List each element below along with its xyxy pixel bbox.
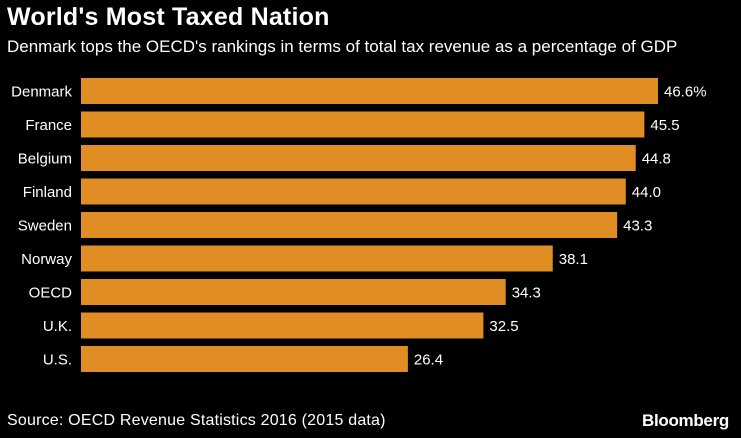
category-label-u-k: U.K. bbox=[43, 318, 72, 335]
bar-belgium bbox=[81, 145, 636, 171]
chart-title: World's Most Taxed Nation bbox=[7, 3, 330, 31]
bar-france bbox=[81, 111, 645, 138]
bar-oecd bbox=[81, 279, 506, 305]
bar-norway bbox=[81, 245, 553, 272]
category-label-france: France bbox=[25, 117, 72, 134]
category-label-belgium: Belgium bbox=[18, 151, 72, 168]
value-label-oecd: 34.3 bbox=[512, 285, 541, 302]
category-label-finland: Finland bbox=[23, 184, 72, 201]
bar-finland bbox=[81, 178, 626, 205]
value-label-sweden: 43.3 bbox=[623, 218, 652, 235]
category-label-denmark: Denmark bbox=[11, 84, 72, 101]
category-label-oecd: OECD bbox=[29, 285, 73, 302]
category-label-sweden: Sweden bbox=[18, 218, 72, 235]
value-label-u-s: 26.4 bbox=[414, 352, 443, 369]
value-label-belgium: 44.8 bbox=[642, 151, 671, 168]
value-label-u-k: 32.5 bbox=[489, 318, 518, 335]
value-label-norway: 38.1 bbox=[559, 251, 588, 268]
value-label-france: 45.5 bbox=[650, 117, 679, 134]
value-label-finland: 44.0 bbox=[632, 184, 661, 201]
bloomberg-logo: Bloomberg bbox=[641, 411, 729, 430]
chart-subtitle: Denmark tops the OECD's rankings in term… bbox=[7, 37, 678, 56]
bar-denmark bbox=[81, 78, 658, 104]
bar-sweden bbox=[81, 212, 618, 238]
bar-u-s bbox=[81, 346, 408, 372]
value-label-denmark: 46.6% bbox=[664, 84, 707, 101]
category-label-norway: Norway bbox=[21, 251, 72, 268]
bar-u-k bbox=[81, 312, 484, 339]
source-note: Source: OECD Revenue Statistics 2016 (20… bbox=[7, 412, 386, 429]
category-label-u-s: U.S. bbox=[43, 352, 72, 369]
